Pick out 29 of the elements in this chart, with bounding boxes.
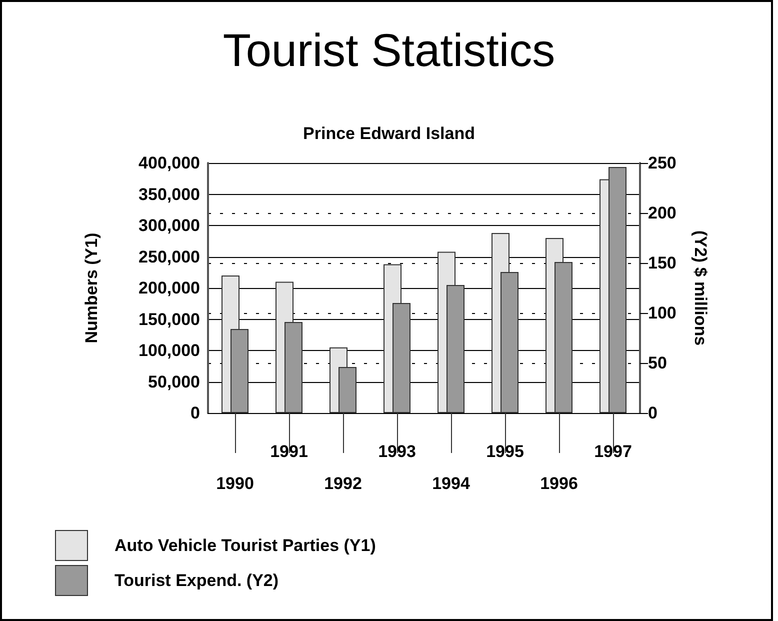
x-tick-label: 1994 <box>432 474 470 493</box>
y-tick-label: 0 <box>190 404 200 422</box>
x-tick-label: 1993 <box>378 442 416 461</box>
y-tick-label: 150,000 <box>138 310 200 329</box>
y2-tick-label: 200 <box>648 204 676 222</box>
y-tick-label: 100,000 <box>138 341 200 360</box>
y2-tick-label: 100 <box>648 304 676 322</box>
chart-title: Tourist Statistics <box>222 24 556 76</box>
chart-subtitle: Prince Edward Island <box>303 124 475 143</box>
x-tick-label: 1990 <box>216 474 254 493</box>
y-axis-title: Numbers (Y1) <box>82 232 101 344</box>
x-tick-label: 1996 <box>540 474 578 493</box>
legend-label: Tourist Expend. (Y2) <box>114 571 279 590</box>
x-tick-label: 1991 <box>270 442 308 461</box>
y-tick-label: 400,000 <box>138 154 200 172</box>
y2-axis-title: (Y2) $ millions <box>691 230 710 346</box>
x-tick-label: 1997 <box>594 442 632 461</box>
y-tick-label: 300,000 <box>138 216 200 235</box>
y-tick-label: 250,000 <box>138 247 200 266</box>
y2-tick-label: 50 <box>648 354 667 372</box>
y2-tick-label: 150 <box>648 254 676 272</box>
x-tick-label: 1992 <box>324 474 362 493</box>
y-tick-label: 50,000 <box>148 372 200 392</box>
y2-tick-label: 0 <box>648 404 658 422</box>
y2-tick-label: 250 <box>648 154 676 172</box>
legend-label: Auto Vehicle Tourist Parties (Y1) <box>114 536 376 555</box>
y-tick-label: 350,000 <box>138 184 200 204</box>
y-tick-label: 200,000 <box>138 278 200 298</box>
x-tick-label: 1995 <box>486 442 524 461</box>
